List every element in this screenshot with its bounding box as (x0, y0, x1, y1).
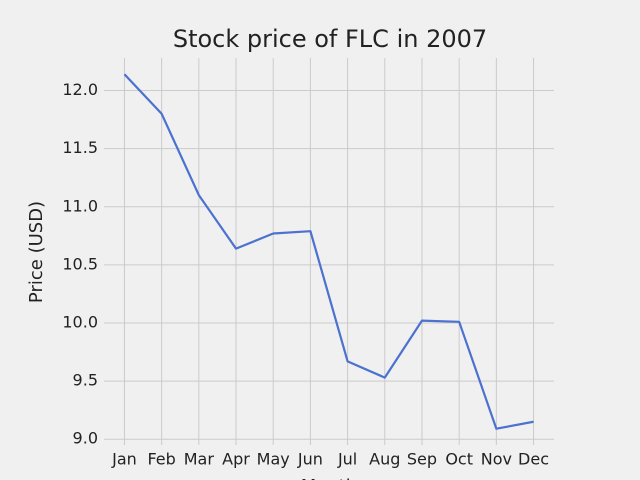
x-tick-label: May (257, 450, 290, 469)
x-tick-label: Jun (297, 450, 323, 469)
y-tick-label: 12.0 (62, 80, 98, 99)
chart-title: Stock price of FLC in 2007 (173, 25, 487, 53)
y-tick-label: 10.5 (62, 254, 98, 273)
x-tick-label: Jul (337, 450, 357, 469)
y-axis-label: Price (USD) (26, 201, 47, 303)
x-tick-label: Nov (481, 450, 512, 469)
x-tick-label: Dec (518, 450, 549, 469)
x-tick-label: Apr (222, 450, 250, 469)
y-tick-label: 11.5 (62, 138, 98, 157)
y-tick-label: 11.0 (62, 196, 98, 215)
x-tick-label: Sep (407, 450, 437, 469)
x-tick-label: Jan (111, 450, 137, 469)
y-tick-label: 9.5 (73, 371, 98, 390)
x-tick-label: Feb (147, 450, 175, 469)
x-axis-label: Month (301, 476, 357, 480)
y-tick-label: 10.0 (62, 312, 98, 331)
x-tick-label: Mar (184, 450, 215, 469)
x-tick-label: Aug (369, 450, 400, 469)
y-tick-label: 9.0 (73, 429, 98, 448)
data-line (123, 73, 534, 430)
x-tick-label: Oct (445, 450, 473, 469)
